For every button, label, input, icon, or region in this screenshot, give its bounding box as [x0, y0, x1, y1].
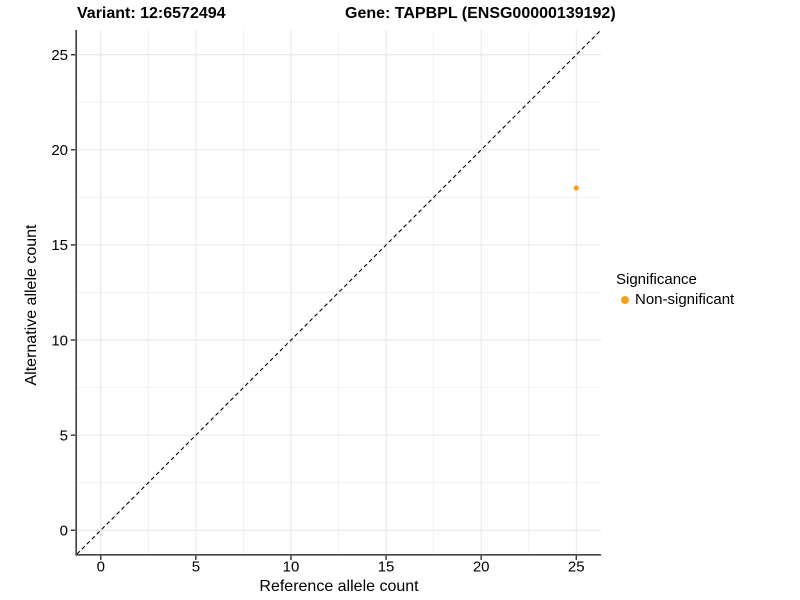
y-tick-label: 15 [51, 237, 68, 254]
y-tick-label: 20 [51, 142, 68, 159]
legend-title: Significance [616, 271, 697, 288]
identity-line [76, 29, 602, 555]
variant-title: Variant: 12:6572494 [77, 5, 226, 22]
x-tick-label: 20 [473, 559, 490, 576]
x-axis-title: Reference allele count [259, 578, 419, 595]
y-tick-label: 0 [60, 523, 68, 540]
x-tick-label: 25 [568, 559, 585, 576]
gene-title: Gene: TAPBPL (ENSG00000139192) [345, 5, 616, 22]
y-tick-label: 25 [51, 47, 68, 64]
y-tick-label: 5 [60, 427, 68, 444]
x-tick-label: 15 [378, 559, 395, 576]
y-tick-label: 10 [51, 332, 68, 349]
legend-item: Non-significant [616, 291, 734, 309]
legend-point-icon [621, 296, 629, 304]
x-tick-label: 5 [192, 559, 200, 576]
x-tick-label: 10 [283, 559, 300, 576]
y-axis-title: Alternative allele count [23, 224, 40, 386]
legend: Significance Non-significant [616, 271, 734, 309]
x-tick-label: 0 [97, 559, 105, 576]
data-point [573, 185, 579, 191]
legend-item-label: Non-significant [635, 291, 735, 308]
